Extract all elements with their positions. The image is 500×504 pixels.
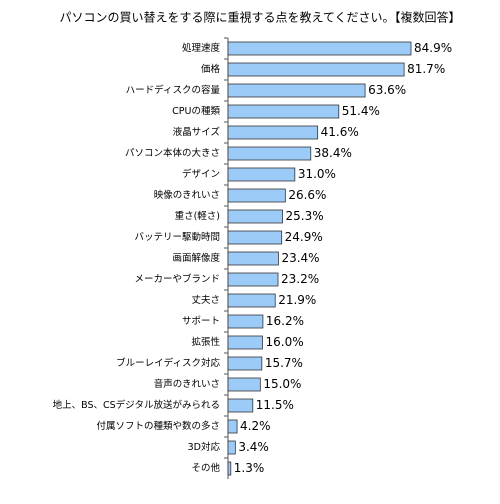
category-label: デザイン xyxy=(182,168,220,180)
category-label: 3D対応 xyxy=(188,441,221,453)
category-label: バッテリー駆動時間 xyxy=(134,232,220,243)
category-label: 地上、BS、CSデジタル放送がみられる xyxy=(53,399,220,411)
value-label: 15.7% xyxy=(265,356,303,370)
value-label: 38.4% xyxy=(314,146,352,160)
bar xyxy=(227,41,412,56)
bar xyxy=(227,83,366,98)
bar xyxy=(227,125,319,140)
value-label: 81.7% xyxy=(407,62,445,76)
category-label: 拡張性 xyxy=(191,336,220,348)
category-label: 重さ(軽さ) xyxy=(175,210,220,222)
value-label: 31.0% xyxy=(298,167,336,181)
value-label: 41.6% xyxy=(321,125,359,139)
bar xyxy=(227,230,283,245)
value-label: 23.4% xyxy=(281,251,319,265)
bar xyxy=(227,398,254,413)
category-label: 丈夫さ xyxy=(191,294,220,306)
category-label: CPUの種類 xyxy=(172,106,220,117)
value-label: 1.3% xyxy=(234,461,265,475)
bar xyxy=(227,335,263,350)
bar xyxy=(227,62,405,77)
value-label: 15.0% xyxy=(263,377,301,391)
bar xyxy=(227,314,264,329)
value-label: 25.3% xyxy=(286,209,324,223)
bar xyxy=(227,104,340,119)
category-label: ブルーレイディスク対応 xyxy=(116,357,220,369)
category-label: その他 xyxy=(191,462,220,474)
bar xyxy=(227,377,261,392)
bar xyxy=(227,188,286,203)
category-label: 処理速度 xyxy=(182,42,221,54)
value-label: 16.2% xyxy=(266,314,304,328)
value-label: 84.9% xyxy=(414,41,452,55)
bar xyxy=(227,209,283,224)
value-label: 3.4% xyxy=(238,440,268,454)
category-label: サポート xyxy=(182,316,220,327)
chart-title: パソコンの買い替えをする際に重視する点を教えてください。【複数回答】 xyxy=(59,10,460,25)
value-label: 21.9% xyxy=(278,293,316,307)
category-label: 画面解像度 xyxy=(172,252,220,264)
value-label: 16.0% xyxy=(265,335,303,349)
category-label: 価格 xyxy=(201,63,221,75)
bar xyxy=(227,272,279,287)
category-label: パソコン本体の大きさ xyxy=(125,147,220,159)
category-label: ハードディスクの容量 xyxy=(126,84,221,96)
bar xyxy=(227,419,238,434)
category-label: 液晶サイズ xyxy=(173,126,221,138)
category-label: 映像のきれいさ xyxy=(154,189,220,201)
value-label: 63.6% xyxy=(368,83,406,97)
bar xyxy=(227,293,276,308)
category-label: 付属ソフトの種類や数の多さ xyxy=(96,420,220,432)
category-label: 音声のきれいさ xyxy=(154,378,220,390)
bar xyxy=(227,251,279,266)
value-label: 24.9% xyxy=(285,230,323,244)
bar xyxy=(227,440,236,455)
bar xyxy=(227,146,312,161)
value-label: 11.5% xyxy=(256,398,294,412)
value-label: 23.2% xyxy=(281,272,319,286)
category-label: メーカーやブランド xyxy=(134,273,220,285)
bar xyxy=(227,356,263,371)
bar xyxy=(227,167,296,182)
bar xyxy=(227,461,232,476)
value-label: 26.6% xyxy=(288,188,326,202)
value-label: 51.4% xyxy=(342,104,380,118)
value-label: 4.2% xyxy=(240,419,271,433)
